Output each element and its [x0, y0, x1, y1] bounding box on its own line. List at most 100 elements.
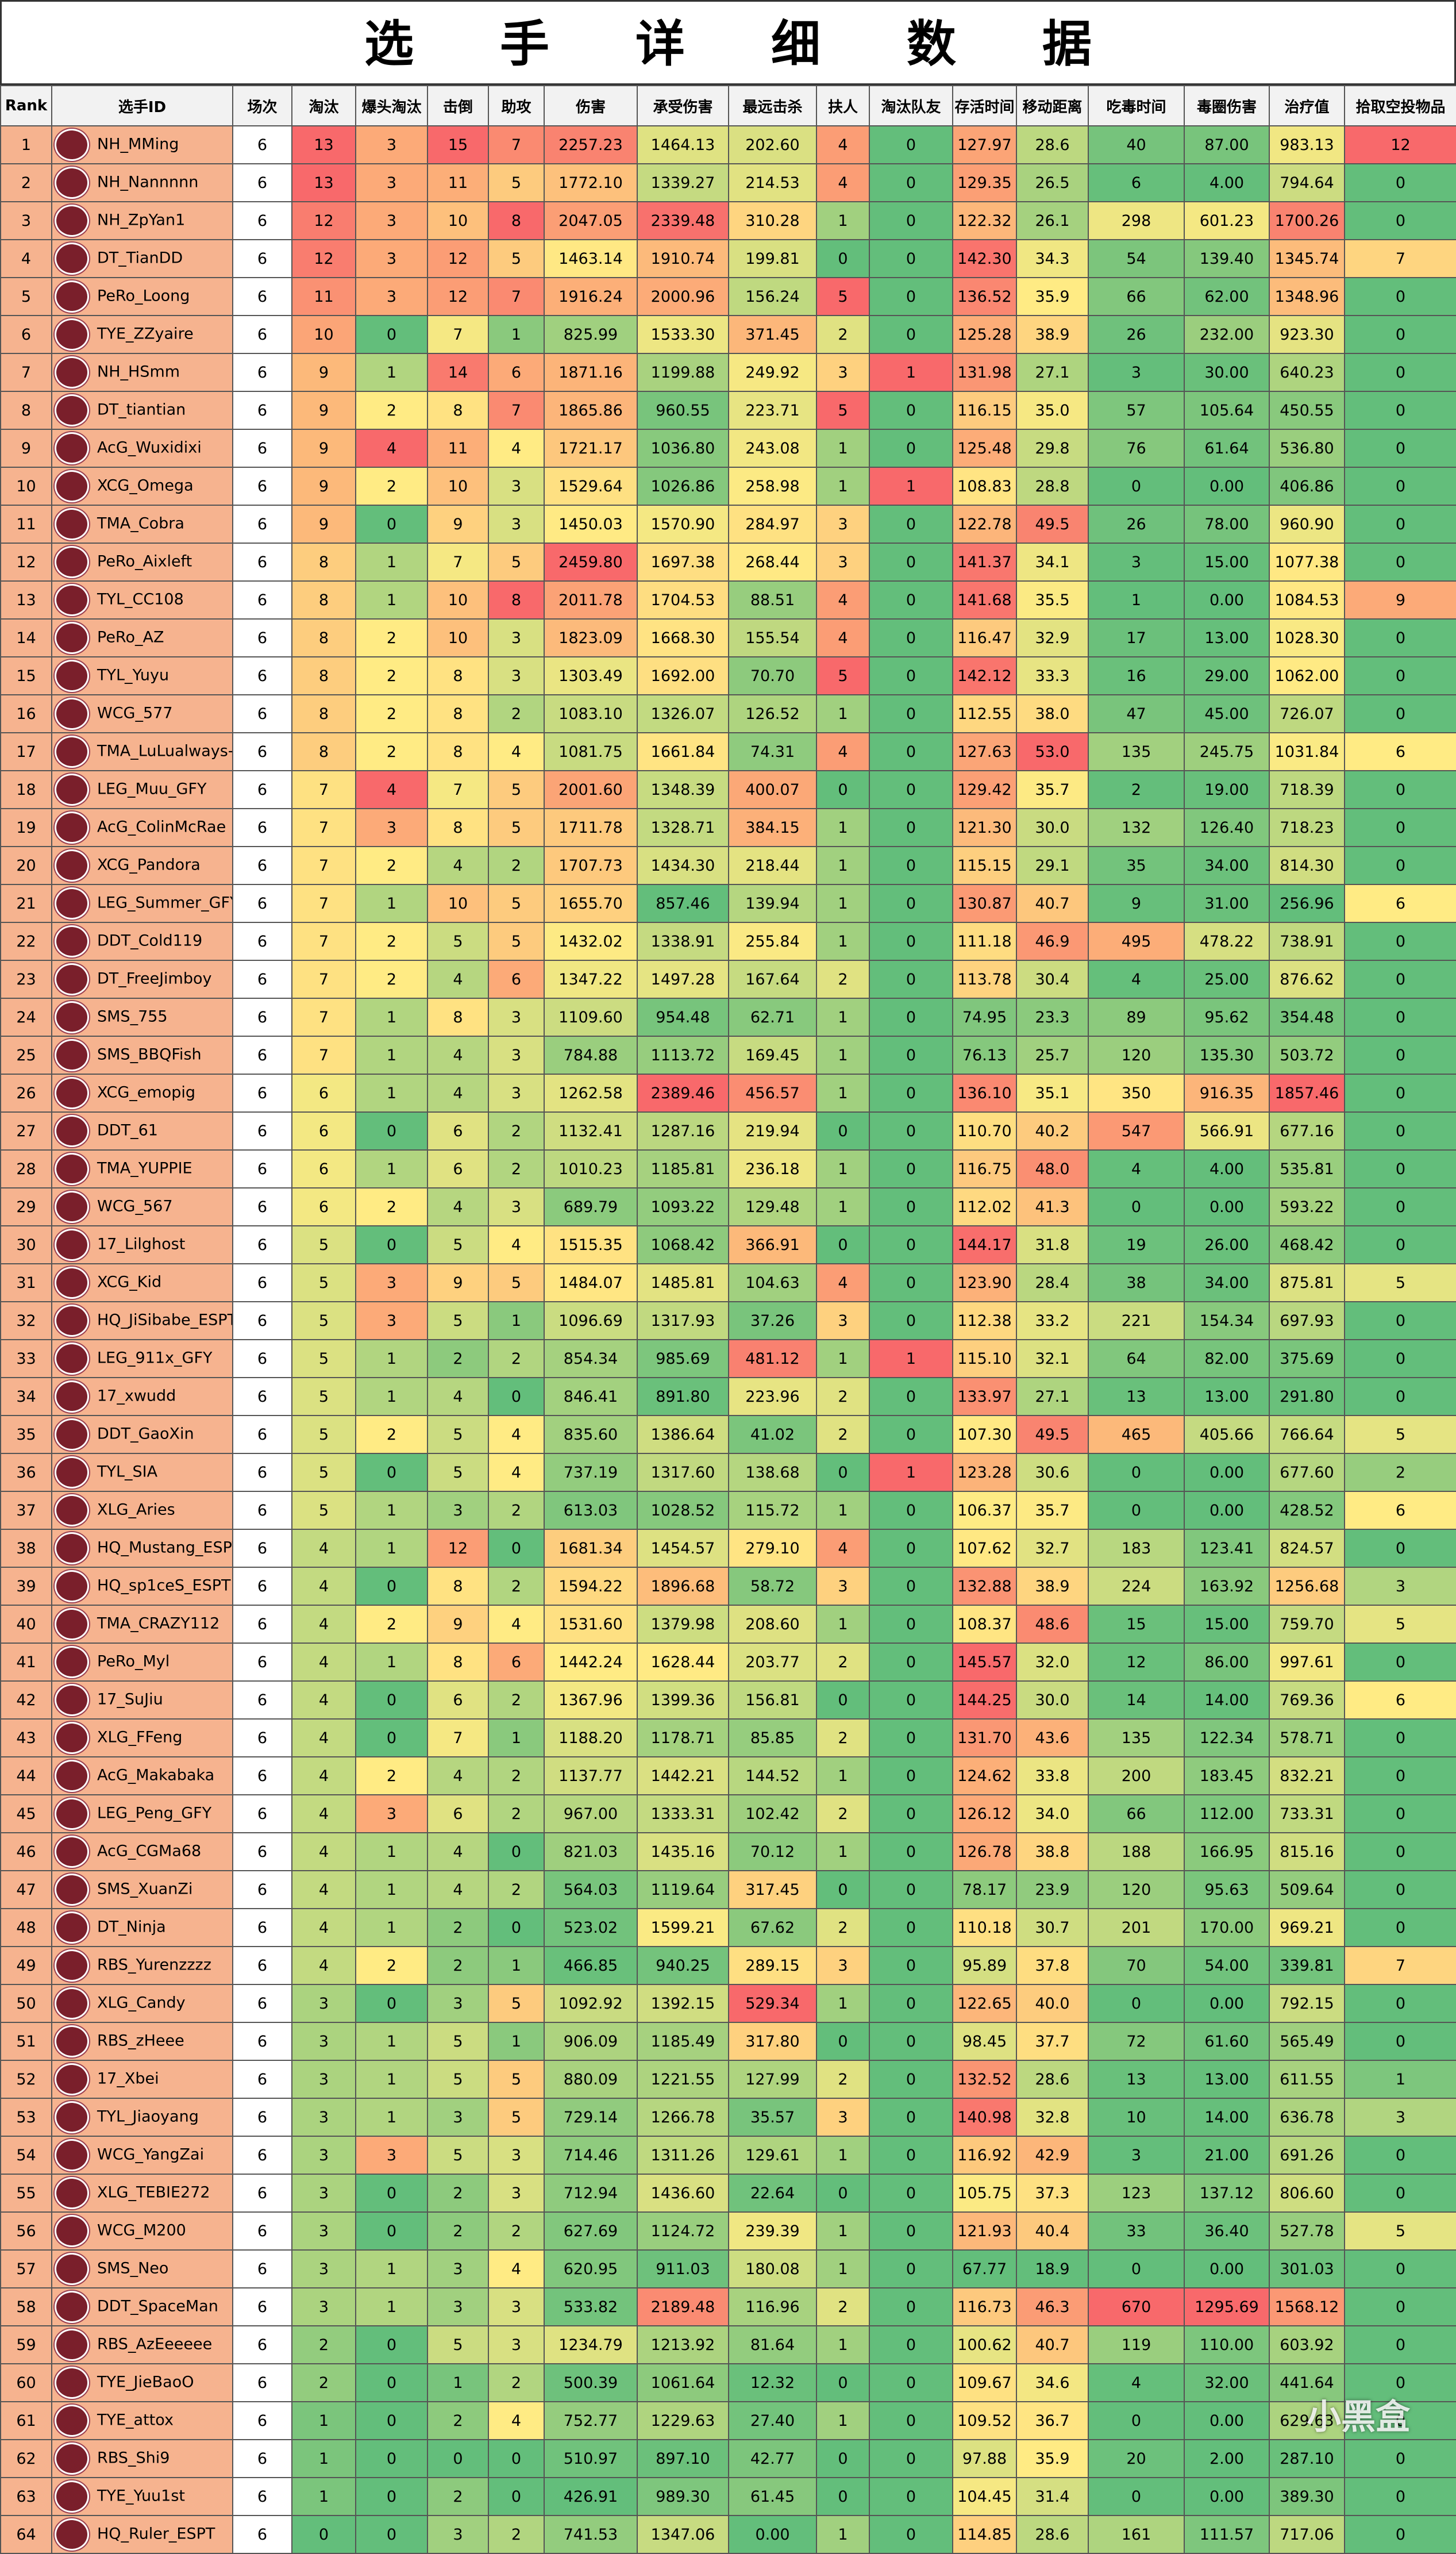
stat-cell: 523.02 — [544, 1908, 638, 1947]
stat-cell: 1 — [355, 1908, 428, 1947]
stat-cell: 5 — [1344, 1605, 1456, 1644]
stat-cell: 15 — [1088, 1605, 1185, 1644]
stat-cell: 0 — [355, 2325, 428, 2364]
stat-cell: 7 — [427, 1718, 489, 1757]
stat-cell: 8 — [488, 580, 545, 620]
stat-cell: 1092.92 — [544, 1984, 638, 2023]
stat-cell: 1442.21 — [637, 1756, 729, 1795]
player-cell: TYE_ZZyaire — [51, 315, 233, 354]
stat-cell: 6 — [232, 1111, 292, 1151]
stat-cell: 835.60 — [544, 1415, 638, 1454]
stat-cell: 6 — [232, 1908, 292, 1947]
stat-cell: 2 — [816, 960, 870, 999]
stat-cell: 1442.24 — [544, 1643, 638, 1682]
header-cell: 扶人 — [816, 85, 870, 126]
stat-cell: 0 — [355, 1567, 428, 1606]
stat-cell: 6 — [232, 960, 292, 999]
stat-cell: 0 — [816, 1453, 870, 1492]
stat-cell: 43.6 — [1016, 1718, 1089, 1757]
stat-cell: 1628.44 — [637, 1643, 729, 1682]
stat-cell: 6 — [427, 1794, 489, 1833]
stat-cell: 857.46 — [637, 884, 729, 923]
stat-cell: 53.0 — [1016, 732, 1089, 771]
stat-cell: 4 — [427, 1377, 489, 1416]
stat-cell: 34.0 — [1016, 1794, 1089, 1833]
stat-cell: 0 — [1344, 1377, 1456, 1416]
stat-cell: 104.45 — [952, 2477, 1017, 2516]
stat-cell: 4 — [291, 1946, 356, 1985]
stat-cell: 428.52 — [1269, 1491, 1345, 1530]
stat-cell: 1178.71 — [637, 1718, 729, 1757]
stat-cell: 29.8 — [1016, 429, 1089, 468]
row: 11 TMA_Cobra 6 9 0 9 3 1450.03 1570.90 284.97 3 0 12… — [0, 505, 1456, 544]
stat-cell: 5 — [427, 922, 489, 961]
stat-cell: 1 — [355, 1036, 428, 1075]
stat-cell: 8 — [427, 808, 489, 847]
stat-cell: 249.92 — [728, 353, 817, 392]
stat-cell: 0 — [488, 1908, 545, 1947]
stat-cell: 78.17 — [952, 1870, 1017, 1909]
rank-cell: 60 — [0, 2363, 52, 2402]
stat-cell: 113.78 — [952, 960, 1017, 999]
stat-cell: 4 — [488, 429, 545, 468]
player-cell: TYE_attox — [51, 2401, 233, 2440]
stat-cell: 112.00 — [1184, 1794, 1270, 1833]
stat-cell: 821.03 — [544, 1832, 638, 1871]
stat-cell: 4 — [291, 1605, 356, 1644]
player-id: NH_MMing — [97, 135, 179, 153]
stat-cell: 12 — [427, 277, 489, 316]
stat-cell: 3 — [291, 2060, 356, 2099]
stat-cell: 3 — [427, 1491, 489, 1530]
stat-cell: 4 — [427, 1036, 489, 1075]
stat-cell: 0 — [869, 125, 953, 164]
stat-cell: 3 — [816, 353, 870, 392]
stat-cell: 2 — [816, 1908, 870, 1947]
stat-cell: 142.30 — [952, 239, 1017, 278]
stat-cell: 0 — [1344, 1187, 1456, 1226]
stat-cell: 6 — [232, 998, 292, 1037]
stat-cell: 0 — [1344, 1529, 1456, 1568]
stat-cell: 2 — [488, 2515, 545, 2554]
player-cell: TYL_Yuyu — [51, 656, 233, 695]
stat-cell: 40.7 — [1016, 2325, 1089, 2364]
rank-cell: 10 — [0, 467, 52, 506]
stat-cell: 214.53 — [728, 163, 817, 202]
stat-cell: 95.63 — [1184, 1870, 1270, 1909]
player-id: TMA_Cobra — [97, 514, 184, 533]
row: 14 PeRo_AZ 6 8 2 10 3 1823.09 1668.30 155.54 4 0 116… — [0, 618, 1456, 657]
player-cell: 17_xwudd — [51, 1377, 233, 1416]
stat-cell: 1 — [816, 2401, 870, 2440]
stat-cell: 1485.81 — [637, 1263, 729, 1302]
rank-cell: 62 — [0, 2439, 52, 2478]
stat-cell: 223.96 — [728, 1377, 817, 1416]
stat-cell: 2 — [816, 2060, 870, 2099]
stat-cell: 4 — [427, 1870, 489, 1909]
row: 25 SMS_BBQFish 6 7 1 4 3 784.88 1113.72 169.45 1 0 7… — [0, 1036, 1456, 1075]
stat-cell: 1721.17 — [544, 429, 638, 468]
stat-cell: 1772.10 — [544, 163, 638, 202]
stat-cell: 0 — [869, 1225, 953, 1264]
stat-cell: 6 — [1344, 1680, 1456, 1720]
stat-cell: 0 — [1088, 2249, 1185, 2288]
stat-cell: 62.71 — [728, 998, 817, 1037]
stat-cell: 3 — [816, 1946, 870, 1985]
stat-cell: 3 — [1344, 2098, 1456, 2137]
stat-cell: 62.00 — [1184, 277, 1270, 316]
stat-cell: 0 — [869, 2515, 953, 2554]
player-id: HQ_JiSibabe_ESPT — [97, 1311, 233, 1329]
stat-cell: 0 — [869, 2287, 953, 2326]
stat-cell: 4 — [427, 846, 489, 885]
stat-cell: 6 — [488, 1643, 545, 1682]
stat-cell: 1434.30 — [637, 846, 729, 885]
stat-cell: 1077.38 — [1269, 543, 1345, 582]
stat-cell: 0 — [1344, 2174, 1456, 2213]
stat-cell: 7 — [291, 922, 356, 961]
stat-cell: 0 — [869, 694, 953, 733]
stat-cell: 0 — [1344, 1643, 1456, 1682]
stat-cell: 0 — [869, 1491, 953, 1530]
player-cell: DDT_GaoXin — [51, 1415, 233, 1454]
row: 55 XLG_TEBIE272 6 3 0 2 3 712.94 1436.60 22.64 0 0 1… — [0, 2174, 1456, 2213]
rank-cell: 19 — [0, 808, 52, 847]
team-logo — [55, 584, 89, 616]
stat-cell: 880.09 — [544, 2060, 638, 2099]
